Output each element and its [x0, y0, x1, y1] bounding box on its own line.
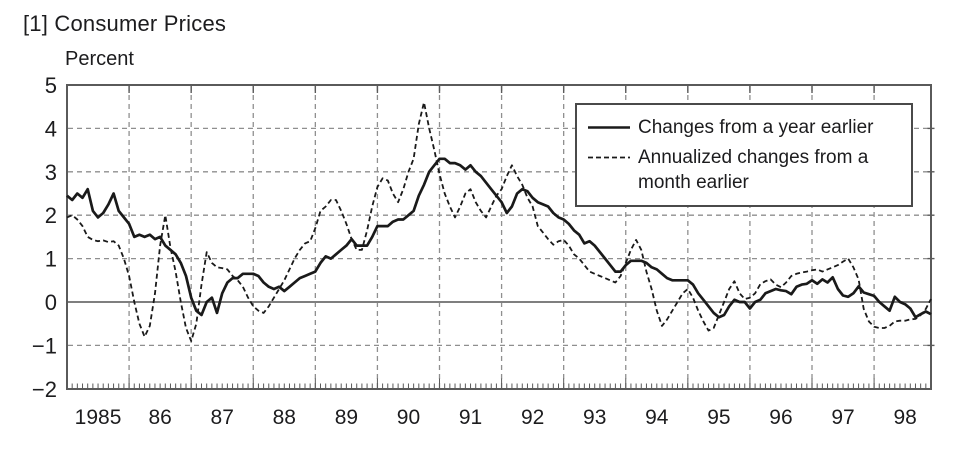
x-tick-label: 86: [148, 406, 171, 429]
x-tick-label: 93: [583, 406, 606, 429]
legend: Changes from a year earlier Annualized c…: [575, 103, 913, 207]
y-axis-unit-label: Percent: [65, 48, 134, 70]
solid-line-sample-icon: [588, 126, 630, 129]
y-tick-label: 3: [45, 160, 57, 185]
legend-label-annualized: Annualized changes from a month earlier: [638, 145, 868, 195]
x-tick-label: 88: [273, 406, 296, 429]
y-tick-label: −1: [32, 333, 57, 358]
x-tick-label: 94: [645, 406, 669, 429]
legend-item-annualized: Annualized changes from a month earlier: [586, 145, 868, 195]
x-tick-label: 91: [459, 406, 482, 429]
x-tick-label: 97: [831, 406, 854, 429]
dashed-line-sample-icon: [588, 156, 630, 159]
plot-frame: [66, 84, 932, 390]
legend-label-yoy: Changes from a year earlier: [638, 117, 874, 138]
x-tick-label: 87: [211, 406, 234, 429]
x-tick-label: 92: [521, 406, 544, 429]
x-tick-label: 96: [769, 406, 792, 429]
series-line-yoy: [66, 157, 932, 319]
y-tick-label: 2: [45, 203, 57, 228]
chart-title: [1] Consumer Prices: [23, 11, 227, 36]
legend-label-annualized-line2: month earlier: [638, 172, 749, 193]
y-tick-label: 4: [45, 116, 57, 141]
x-tick-label: 1985: [75, 406, 122, 429]
y-tick-label: −2: [32, 377, 57, 402]
legend-item-yoy: Changes from a year earlier: [586, 115, 874, 140]
x-tick-label: 98: [893, 406, 916, 429]
y-tick-label: 5: [45, 73, 57, 98]
legend-label-annualized-line1: Annualized changes from a: [638, 147, 869, 168]
x-tick-label: 89: [335, 406, 358, 429]
y-tick-label: 1: [45, 247, 57, 272]
x-tick-label: 95: [707, 406, 730, 429]
x-tick-label: 90: [397, 406, 420, 429]
y-tick-label: 0: [45, 290, 57, 315]
